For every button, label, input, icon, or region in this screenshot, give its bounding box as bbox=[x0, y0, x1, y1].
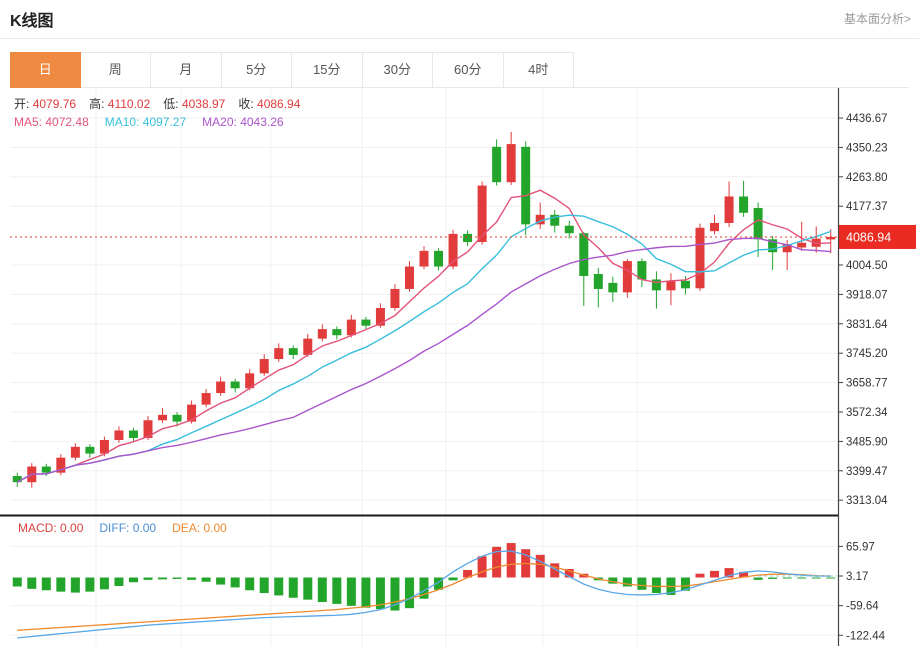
diff-line bbox=[17, 550, 831, 639]
svg-text:-122.44: -122.44 bbox=[846, 630, 886, 642]
fundamental-analysis-link[interactable]: 基本面分析> bbox=[843, 12, 911, 26]
svg-text:3485.90: 3485.90 bbox=[846, 436, 888, 448]
svg-text:-59.64: -59.64 bbox=[846, 601, 879, 613]
ma5-line bbox=[16, 189, 831, 483]
header-divider bbox=[0, 38, 919, 39]
svg-text:4436.67: 4436.67 bbox=[846, 113, 888, 125]
macd-histogram bbox=[12, 543, 836, 611]
diff-value-legend: DIFF: 0.00 bbox=[99, 521, 157, 535]
tab-month[interactable]: 月 bbox=[151, 52, 222, 88]
svg-text:4177.37: 4177.37 bbox=[846, 201, 888, 213]
macd-value-legend: MACD: 0.00 bbox=[18, 521, 84, 535]
quote-high: 高: 4110.02 bbox=[89, 97, 151, 111]
ma-legend: MA5: 4072.48 MA10: 4097.27 MA20: 4043.26 bbox=[14, 115, 300, 129]
tab-bar-filler bbox=[574, 52, 909, 88]
period-tab-bar: 日 周 月 5分 15分 30分 60分 4时 bbox=[10, 52, 909, 88]
svg-text:3918.07: 3918.07 bbox=[846, 289, 888, 301]
svg-text:3658.77: 3658.77 bbox=[846, 378, 888, 390]
tab-5min[interactable]: 5分 bbox=[221, 52, 292, 88]
page-title: K线图 bbox=[10, 13, 54, 30]
dea-value-legend: DEA: 0.00 bbox=[172, 521, 227, 535]
ma10-line bbox=[16, 214, 831, 483]
tab-15min[interactable]: 15分 bbox=[292, 52, 363, 88]
ohlc-quote-bar: 开: 4079.76 高: 4110.02 低: 4038.97 收: 4086.94 bbox=[14, 95, 313, 112]
ma20-legend: MA20: 4043.26 bbox=[202, 115, 284, 129]
tab-30min[interactable]: 30分 bbox=[362, 52, 433, 88]
grid-layer bbox=[10, 88, 838, 646]
svg-text:65.97: 65.97 bbox=[846, 541, 875, 553]
quote-low: 低: 4038.97 bbox=[163, 97, 226, 111]
svg-text:3313.04: 3313.04 bbox=[846, 495, 888, 507]
svg-text:3831.64: 3831.64 bbox=[846, 319, 888, 331]
tab-day[interactable]: 日 bbox=[10, 52, 81, 88]
quote-close: 收: 4086.94 bbox=[238, 97, 301, 111]
ma5-legend: MA5: 4072.48 bbox=[14, 115, 89, 129]
price-axis: 4436.67 4350.23 4263.80 4177.37 4004.50 3918.… bbox=[837, 88, 888, 646]
svg-text:4350.23: 4350.23 bbox=[846, 142, 888, 154]
svg-text:4263.80: 4263.80 bbox=[846, 172, 888, 184]
dea-line bbox=[17, 562, 831, 631]
tab-week[interactable]: 周 bbox=[80, 52, 151, 88]
candles-layer bbox=[12, 131, 836, 488]
current-price-badge: 4086.94 bbox=[839, 224, 916, 249]
ma10-legend: MA10: 4097.27 bbox=[104, 115, 187, 129]
ma20-line bbox=[16, 237, 831, 483]
quote-open: 开: 4079.76 bbox=[14, 97, 77, 111]
svg-text:4086.94: 4086.94 bbox=[846, 230, 891, 244]
svg-text:3.17: 3.17 bbox=[846, 571, 868, 583]
svg-text:3399.47: 3399.47 bbox=[846, 466, 888, 478]
svg-text:3572.34: 3572.34 bbox=[846, 407, 888, 419]
svg-text:3745.20: 3745.20 bbox=[846, 348, 888, 360]
tab-60min[interactable]: 60分 bbox=[433, 52, 504, 88]
tab-4hour[interactable]: 4时 bbox=[503, 52, 574, 88]
svg-text:4004.50: 4004.50 bbox=[846, 260, 888, 272]
macd-legend: MACD: 0.00 DIFF: 0.00 DEA: 0.00 bbox=[18, 521, 243, 535]
kline-chart-canvas[interactable]: 4436.67 4350.23 4263.80 4177.37 4004.50 3918.… bbox=[0, 88, 919, 646]
